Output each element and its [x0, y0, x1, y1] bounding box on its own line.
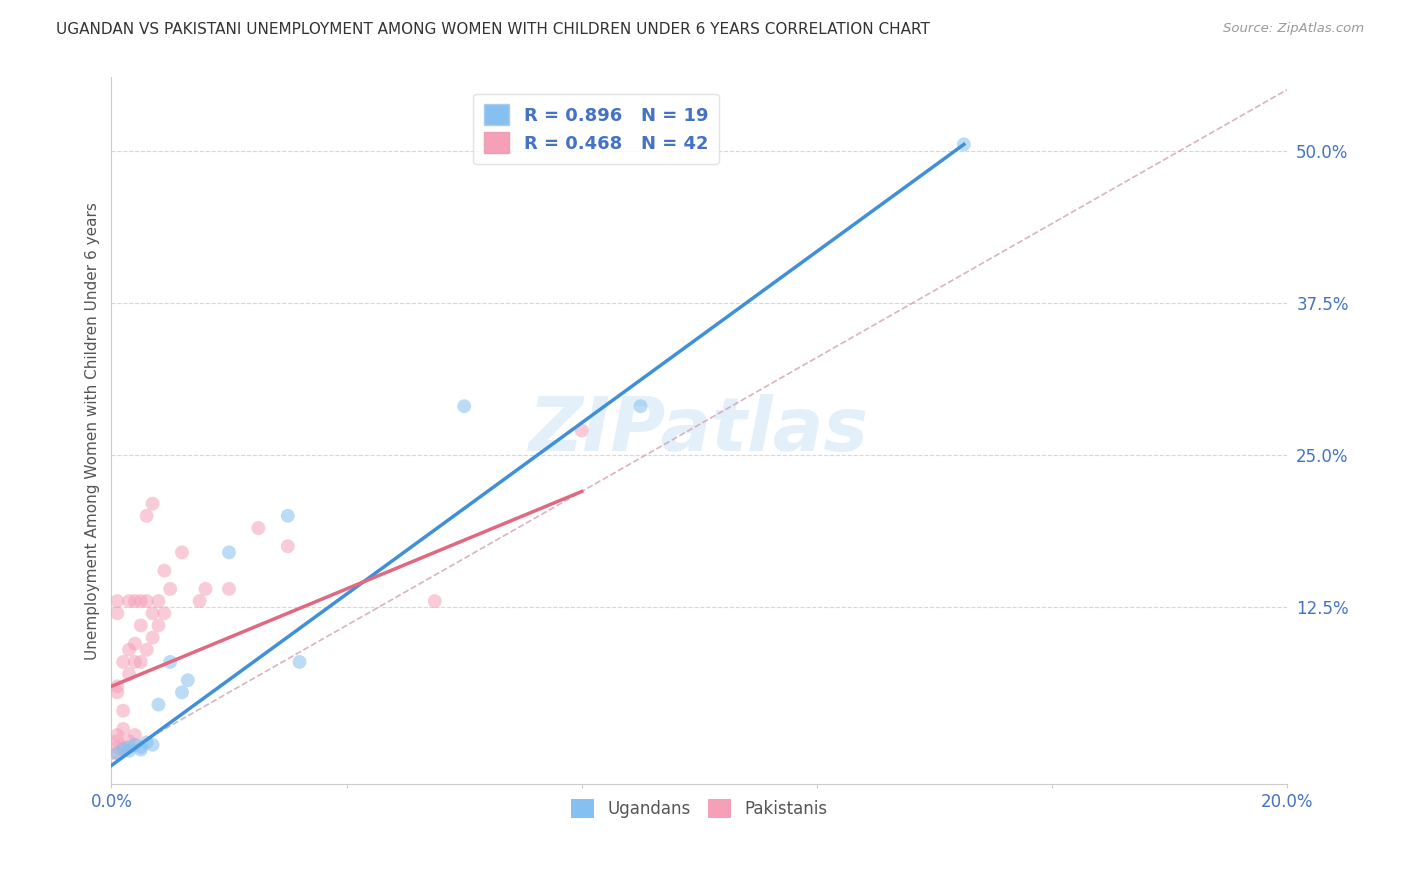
Point: [105, 746, 128, 760]
Point: [159, 582, 181, 596]
Point: [129, 594, 152, 608]
Point: [453, 399, 475, 413]
Point: [247, 521, 270, 535]
Point: [148, 698, 170, 712]
Point: [118, 594, 141, 608]
Point: [118, 740, 141, 755]
Point: [571, 424, 593, 438]
Point: [288, 655, 311, 669]
Point: [135, 594, 157, 608]
Point: [124, 637, 146, 651]
Point: [135, 508, 157, 523]
Point: [105, 734, 128, 748]
Point: [124, 594, 146, 608]
Point: [159, 655, 181, 669]
Point: [129, 655, 152, 669]
Point: [129, 740, 152, 755]
Point: [112, 740, 135, 755]
Y-axis label: Unemployment Among Women with Children Under 6 years: Unemployment Among Women with Children U…: [86, 202, 100, 659]
Point: [112, 704, 135, 718]
Point: [142, 606, 165, 620]
Point: [177, 673, 200, 688]
Point: [142, 631, 165, 645]
Point: [170, 545, 193, 559]
Point: [135, 642, 157, 657]
Point: [105, 685, 128, 699]
Point: [112, 655, 135, 669]
Point: [124, 738, 146, 752]
Point: [129, 618, 152, 632]
Point: [630, 399, 652, 413]
Point: [118, 734, 141, 748]
Point: [112, 722, 135, 736]
Point: [118, 667, 141, 681]
Text: Source: ZipAtlas.com: Source: ZipAtlas.com: [1223, 22, 1364, 36]
Point: [124, 728, 146, 742]
Point: [112, 742, 135, 756]
Point: [118, 642, 141, 657]
Point: [129, 742, 152, 756]
Point: [105, 679, 128, 693]
Point: [170, 685, 193, 699]
Point: [105, 740, 128, 755]
Point: [277, 508, 299, 523]
Point: [218, 582, 240, 596]
Point: [124, 655, 146, 669]
Legend: Ugandans, Pakistanis: Ugandans, Pakistanis: [564, 792, 834, 825]
Point: [142, 738, 165, 752]
Point: [118, 744, 141, 758]
Point: [153, 606, 176, 620]
Point: [188, 594, 211, 608]
Point: [142, 497, 165, 511]
Point: [105, 746, 128, 760]
Point: [105, 728, 128, 742]
Point: [105, 606, 128, 620]
Text: UGANDAN VS PAKISTANI UNEMPLOYMENT AMONG WOMEN WITH CHILDREN UNDER 6 YEARS CORREL: UGANDAN VS PAKISTANI UNEMPLOYMENT AMONG …: [56, 22, 931, 37]
Point: [105, 594, 128, 608]
Point: [953, 137, 976, 152]
Point: [218, 545, 240, 559]
Point: [148, 618, 170, 632]
Point: [148, 594, 170, 608]
Text: ZIPatlas: ZIPatlas: [529, 394, 869, 467]
Point: [423, 594, 446, 608]
Point: [135, 735, 157, 749]
Point: [153, 564, 176, 578]
Point: [194, 582, 217, 596]
Point: [277, 539, 299, 553]
